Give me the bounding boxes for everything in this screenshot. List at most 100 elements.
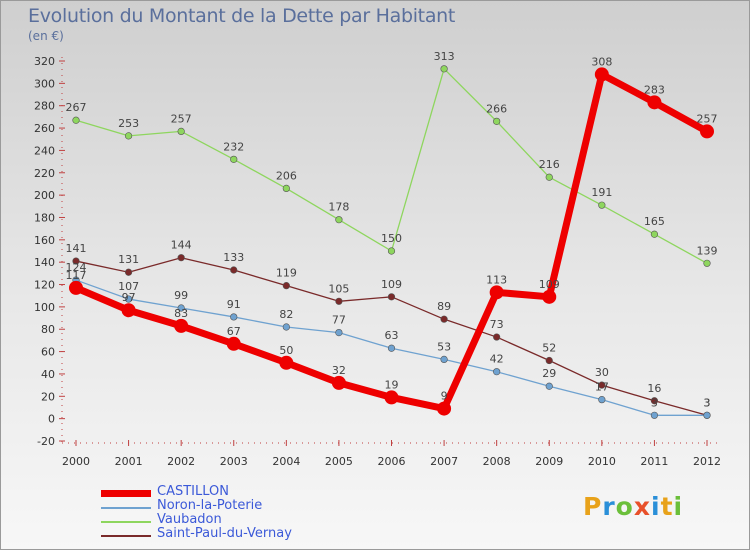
data-label: 141 [66,242,87,255]
data-label: 9 [441,390,448,403]
data-point [226,336,241,351]
chart-title: Evolution du Montant de la Dette par Hab… [28,5,456,27]
x-tick-label: 2008 [483,455,511,468]
data-point [598,201,606,209]
y-tick-label: 200 [34,189,55,202]
data-label: 113 [486,273,507,286]
y-tick-label: 60 [41,346,55,359]
y-tick-label: 280 [34,100,55,113]
y-tick-label: 320 [34,55,55,68]
data-point [177,127,185,136]
data-point [650,411,659,419]
data-point [650,397,659,405]
y-tick-label: 100 [34,301,55,314]
data-label: 124 [66,261,87,274]
legend-swatch-castillon [101,490,151,497]
proxiti-logo: Proxiti [583,492,683,521]
data-label: 77 [332,314,346,327]
data-label: 131 [118,253,139,266]
data-point [440,355,448,364]
data-label: 117 [66,269,87,282]
legend-label-castillon: CASTILLON [157,484,229,499]
data-point [230,313,238,321]
data-label: 97 [122,291,136,304]
data-label: 67 [227,325,241,338]
data-point [387,247,396,255]
data-point [493,117,501,125]
data-label: 308 [591,55,612,68]
x-tick-label: 2000 [62,455,90,468]
data-point [124,132,133,140]
data-point [335,216,343,224]
y-tick-label: 220 [34,167,55,180]
legend-swatch-noron [101,507,151,509]
data-point [545,382,553,390]
data-label: 19 [385,378,399,391]
data-point [387,293,396,301]
data-point [594,67,609,82]
data-label: 17 [595,381,609,394]
logo-letter: x [633,492,651,521]
data-point [72,257,80,265]
data-label: 3 [704,396,711,409]
data-label: 266 [486,102,507,115]
data-label: 29 [542,367,556,380]
y-tick-label: -20 [37,435,55,448]
logo-letter: o [615,492,634,521]
data-point [174,318,189,333]
data-point [335,328,343,337]
logo-letter: i [673,492,684,521]
y-tick-label: 180 [34,211,55,224]
chart-subtitle: (en €) [28,29,64,43]
data-point [545,173,553,181]
data-label: 232 [223,140,244,153]
data-point [650,230,659,238]
data-label: 119 [276,267,297,280]
y-tick-label: 140 [34,256,55,269]
data-label: 313 [434,50,455,63]
data-point [282,323,290,331]
y-tick-label: 0 [48,413,55,426]
x-tick-label: 2010 [588,455,616,468]
data-point [72,116,80,124]
data-point [440,315,448,323]
data-label: 52 [542,342,556,355]
data-label: 283 [644,83,665,96]
legend-swatch-saint-paul [101,535,151,537]
data-label: 82 [279,308,293,321]
x-tick-label: 2005 [325,455,353,468]
data-label: 109 [381,278,402,291]
data-label: 63 [385,329,399,342]
data-point [282,282,290,290]
data-point [703,259,711,267]
data-point [230,155,238,163]
data-point [489,285,504,300]
data-label: 3 [651,396,658,409]
logo-letter: i [651,492,661,521]
data-label: 50 [279,344,293,357]
data-label: 139 [697,244,718,257]
data-point [703,411,711,419]
data-label: 206 [276,169,297,182]
data-point [647,95,662,110]
y-tick-label: 160 [34,234,55,247]
data-label: 42 [490,353,504,366]
y-tick-label: 300 [34,77,55,90]
data-label: 191 [591,186,612,199]
data-point [542,289,557,304]
data-label: 73 [490,318,504,331]
data-point [437,401,452,416]
data-point [335,297,343,305]
legend-label-saint-paul: Saint-Paul-du-Vernay [157,526,292,541]
data-point [69,280,83,295]
data-label: 107 [118,280,139,293]
x-tick-label: 2012 [693,455,721,468]
data-label: 257 [171,112,192,125]
data-label: 89 [437,300,451,313]
data-point [279,355,294,370]
data-label: 53 [437,340,451,353]
legend-label-vaubadon: Vaubadon [157,512,222,527]
data-point [282,184,290,193]
